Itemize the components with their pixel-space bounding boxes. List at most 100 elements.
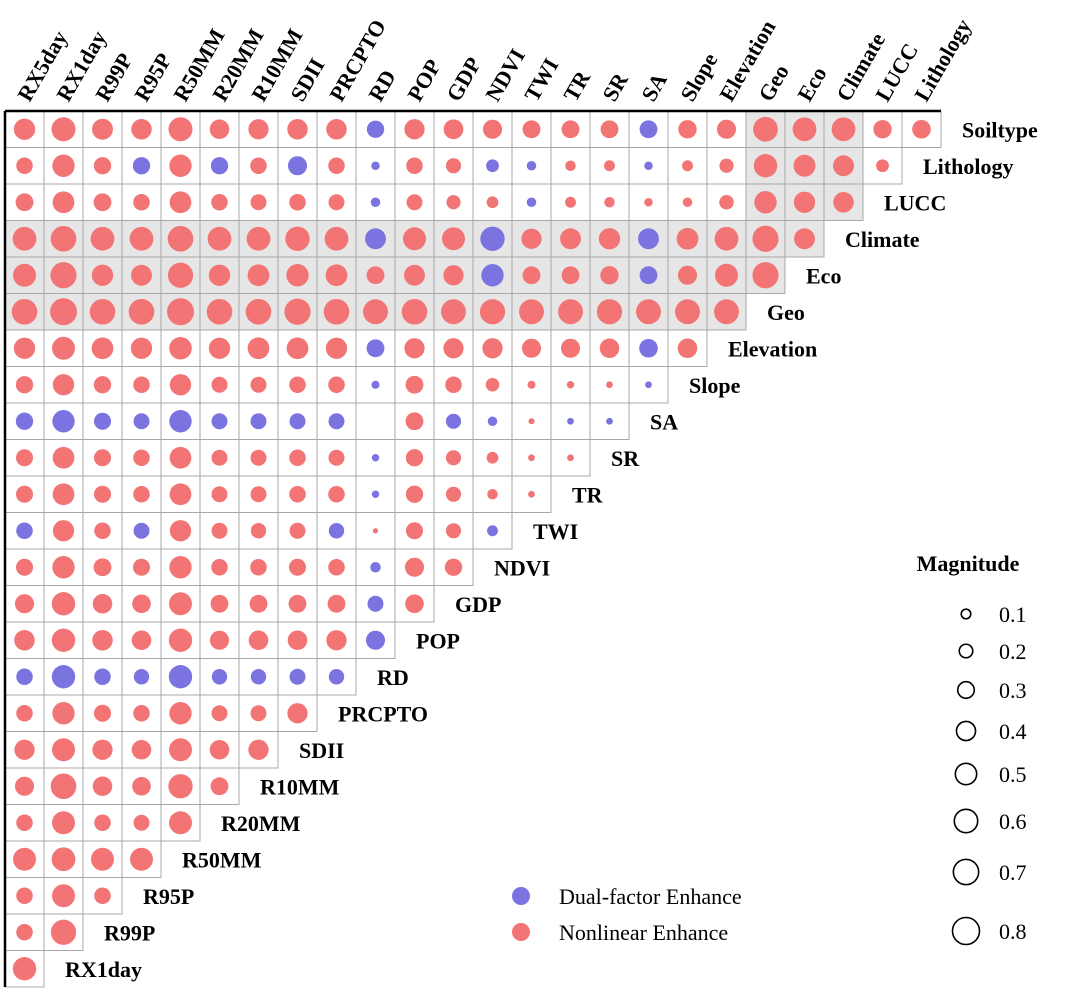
- bubble-lucc-rx5day: [15, 193, 34, 212]
- bubble-sr-ndvi: [486, 451, 499, 464]
- bubble-elevation-rd: [366, 339, 385, 358]
- bubble-tr-prcpto: [328, 485, 345, 503]
- bubble-geo-sr: [596, 299, 623, 325]
- bubble-lithology-gdp: [445, 158, 462, 174]
- column-label-lithology: Lithology: [909, 15, 976, 106]
- grid-cell: [238, 731, 279, 769]
- bubble-soiltype-sdii: [287, 119, 308, 140]
- bubble-eco-r50mm: [167, 262, 194, 288]
- bubble-ndvi-pop: [404, 557, 425, 577]
- bubble-r10mm-rx1day: [50, 773, 77, 800]
- bubble-sr-tr: [567, 454, 574, 462]
- bubble-lithology-r10mm: [250, 157, 267, 175]
- column-label-geo: Geo: [753, 60, 794, 105]
- bubble-r10mm-rx5day: [14, 776, 35, 796]
- row-label-pop: POP: [416, 628, 460, 653]
- bubble-lucc-prcpto: [328, 194, 345, 211]
- bubble-lucc-r20mm: [211, 193, 228, 211]
- bubble-pop-rd: [365, 630, 386, 650]
- bubble-sa-r95p: [133, 413, 150, 430]
- bubble-tr-r50mm: [169, 483, 192, 506]
- bubble-sr-gdp: [445, 450, 462, 466]
- row-label-gdp: GDP: [455, 592, 501, 617]
- bubble-ndvi-r20mm: [211, 558, 228, 576]
- bubble-elevation-r99p: [91, 337, 114, 360]
- legend-label-nonlinear-enhance: Nonlinear Enhance: [559, 920, 728, 945]
- bubble-lucc-tr: [565, 196, 576, 208]
- bubble-sa-tr: [567, 417, 574, 425]
- bubble-r20mm-r99p: [94, 814, 111, 832]
- bubble-rx1day-rx5day: [12, 957, 37, 981]
- bubble-geo-r95p: [128, 298, 155, 325]
- bubble-geo-tr: [558, 299, 583, 325]
- bubble-ndvi-rx5day: [15, 558, 34, 576]
- bubble-eco-rd: [366, 266, 385, 285]
- bubble-soiltype-prcpto: [326, 119, 347, 140]
- legend-type-keys: Dual-factor Enhance Nonlinear Enhance: [512, 884, 742, 945]
- legend-size-circle-0.8: [951, 916, 981, 946]
- bubble-lithology-sr: [604, 160, 615, 172]
- bubble-sa-rx5day: [15, 412, 34, 430]
- bubble-geo-rd: [363, 299, 388, 325]
- bubble-r50mm-rx1day: [51, 847, 76, 872]
- bubble-climate-twi: [521, 228, 542, 249]
- bubble-sr-r10mm: [250, 449, 267, 466]
- bubble-lucc-r95p: [133, 193, 150, 211]
- legend-title: Magnitude: [917, 551, 1020, 576]
- bubble-lucc-sa: [644, 197, 653, 207]
- bubble-elevation-rx5day: [13, 337, 36, 359]
- bubble-soiltype-r50mm: [168, 117, 193, 142]
- column-label-gdp: GDP: [441, 53, 486, 106]
- bubble-r10mm-r99p: [92, 776, 113, 797]
- bubble-prcpto-rx1day: [52, 702, 75, 725]
- bubble-rd-r20mm: [211, 669, 228, 685]
- bubble-elevation-prcpto: [325, 337, 348, 359]
- bubble-climate-sdii: [285, 226, 310, 251]
- grid-cell: [706, 293, 747, 331]
- legend-size-label-0.2: 0.2: [999, 639, 1027, 664]
- bubble-eco-sa: [639, 266, 658, 285]
- bubble-climate-rx5day: [12, 226, 37, 251]
- bubble-eco-tr: [561, 266, 580, 285]
- bubble-gdp-rx1day: [51, 592, 76, 616]
- bubble-lucc-sr: [604, 197, 615, 208]
- bubble-geo-r99p: [89, 298, 116, 325]
- bubble-ndvi-rx1day: [52, 556, 75, 579]
- row-label-r50mm: R50MM: [182, 847, 262, 872]
- bubble-lithology-rx5day: [16, 157, 33, 175]
- bubble-slope-ndvi: [485, 378, 500, 392]
- bubble-tr-r95p: [133, 485, 150, 503]
- bubble-climate-sr: [598, 228, 621, 250]
- row-label-tr: TR: [572, 482, 604, 507]
- bubble-sr-rx5day: [15, 449, 34, 467]
- bubble-soiltype-ndvi: [482, 119, 503, 139]
- bubble-gdp-rx5day: [14, 594, 35, 614]
- bubble-sr-r50mm: [169, 446, 192, 469]
- bubble-climate-rd: [365, 228, 386, 250]
- bubble-climate-r50mm: [167, 225, 194, 252]
- bubble-lithology-eco: [793, 154, 816, 177]
- bubble-climate-ndvi: [480, 226, 505, 251]
- bubble-twi-r50mm: [169, 520, 192, 542]
- bubble-pop-rx5day: [14, 630, 35, 651]
- bubble-r95p-r99p: [94, 887, 111, 905]
- bubble-slope-gdp: [445, 376, 462, 394]
- bubble-twi-prcpto: [328, 523, 345, 539]
- bubble-slope-r20mm: [211, 376, 228, 393]
- bubble-rd-rx1day: [51, 665, 76, 689]
- bubble-gdp-r50mm: [169, 592, 192, 616]
- bubble-sa-r20mm: [211, 413, 228, 430]
- bubble-eco-geo: [752, 262, 779, 289]
- bubble-climate-geo: [752, 225, 779, 252]
- bubble-sdii-r50mm: [169, 738, 192, 762]
- row-label-sdii: SDII: [299, 738, 344, 763]
- bubble-lithology-elevation: [719, 158, 734, 173]
- bubble-r10mm-r50mm: [168, 774, 193, 799]
- bubble-soiltype-eco: [792, 117, 817, 142]
- bubble-climate-r10mm: [246, 226, 271, 251]
- bubble-slope-rd: [371, 380, 380, 389]
- bubble-tr-r20mm: [211, 486, 228, 503]
- column-label-ndvi: NDVI: [480, 44, 530, 105]
- grid-cell: [823, 183, 864, 221]
